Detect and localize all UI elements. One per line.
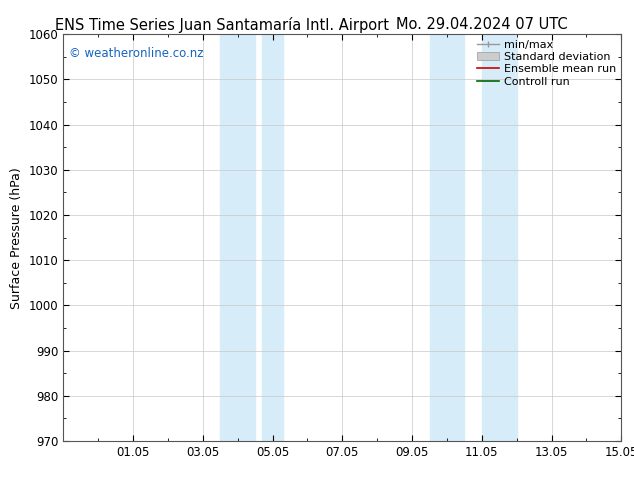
Bar: [221, 34, 255, 441]
Bar: [482, 34, 517, 441]
Bar: [262, 34, 283, 441]
Legend: min/max, Standard deviation, Ensemble mean run, Controll run: min/max, Standard deviation, Ensemble me…: [475, 38, 618, 89]
Text: ENS Time Series Juan Santamaría Intl. Airport: ENS Time Series Juan Santamaría Intl. Ai…: [55, 17, 389, 33]
Bar: [429, 34, 464, 441]
Text: © weatheronline.co.nz: © weatheronline.co.nz: [69, 47, 204, 59]
Text: Mo. 29.04.2024 07 UTC: Mo. 29.04.2024 07 UTC: [396, 17, 567, 32]
Title: ENS Time Series Juan Santamaría Intl. Airport      Mo. 29.04.2024 07 UTC: ENS Time Series Juan Santamaría Intl. Ai…: [0, 489, 1, 490]
Y-axis label: Surface Pressure (hPa): Surface Pressure (hPa): [10, 167, 23, 309]
